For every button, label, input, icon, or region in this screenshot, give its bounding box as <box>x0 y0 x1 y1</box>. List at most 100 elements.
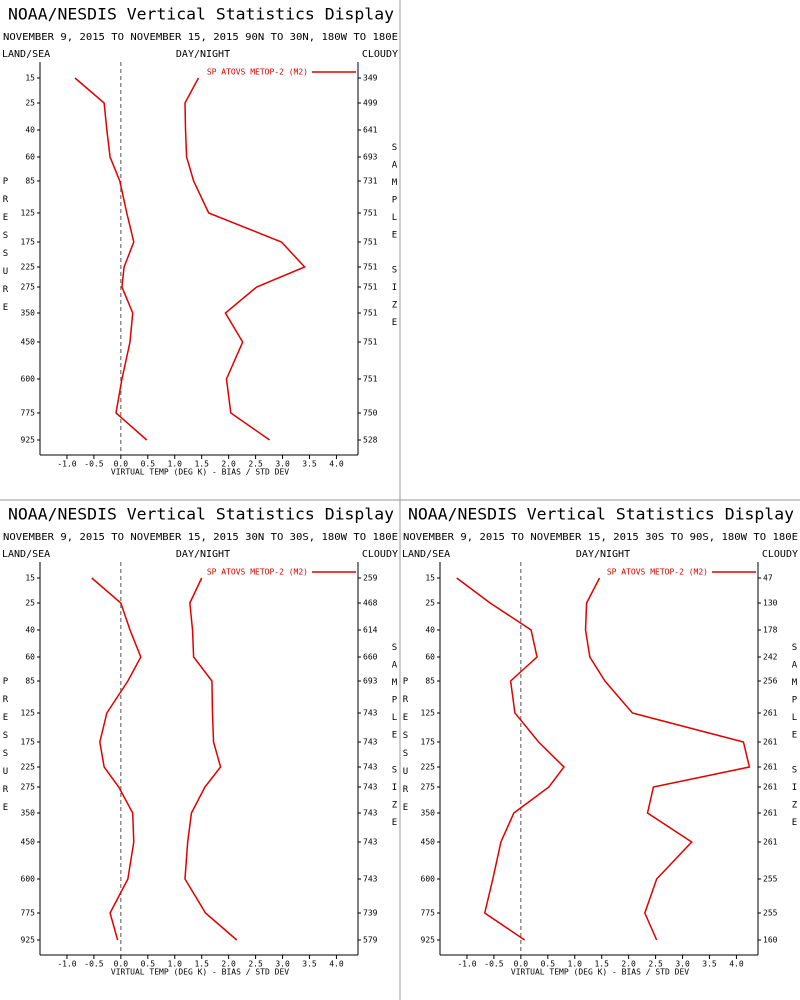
y-tick-label: 925 <box>21 436 36 445</box>
x-tick-label: 1.0 <box>168 460 183 469</box>
y2-axis-label: SAMPLE SIZE <box>390 643 400 836</box>
x-tick-label: -1.0 <box>457 960 476 969</box>
x-tick-label: 0.0 <box>114 460 129 469</box>
y-tick-label: 775 <box>21 409 36 418</box>
y2-axis-label: SAMPLE SIZE <box>390 143 400 336</box>
x-tick-label: 3.0 <box>675 960 690 969</box>
x-tick-label: 1.5 <box>194 460 209 469</box>
sample-size-label: 743 <box>363 838 378 847</box>
sample-size-label: 751 <box>363 283 378 292</box>
y-tick-label: 15 <box>25 74 35 83</box>
y-tick-label: 175 <box>421 738 436 747</box>
series-line <box>74 77 148 441</box>
x-tick-label: 1.0 <box>568 960 583 969</box>
x-tick-label: 0.5 <box>541 960 556 969</box>
y-tick-label: 925 <box>421 936 436 945</box>
y-axis-label: PRESSURE <box>1 177 11 321</box>
header-label: CLOUDY <box>762 549 798 560</box>
x-tick-label: 2.0 <box>221 460 236 469</box>
header-label: DAY/NIGHT <box>176 549 230 560</box>
sample-size-label: 261 <box>763 709 778 718</box>
y-tick-label: 60 <box>425 653 435 662</box>
y-tick-label: 60 <box>25 653 35 662</box>
chart-title: NOAA/NESDIS Vertical Statistics Display <box>8 505 394 524</box>
series-line <box>184 77 306 441</box>
sample-size-label: 750 <box>363 409 378 418</box>
y-tick-label: 600 <box>21 875 36 884</box>
sample-size-label: 259 <box>363 574 378 583</box>
sample-size-label: 178 <box>763 626 778 635</box>
sample-size-label: 130 <box>763 599 778 608</box>
y-tick-label: 175 <box>21 238 36 247</box>
chart-title: NOAA/NESDIS Vertical Statistics Display <box>8 5 394 24</box>
sample-size-label: 743 <box>363 709 378 718</box>
y-tick-label: 350 <box>21 309 36 318</box>
sample-size-label: 751 <box>363 375 378 384</box>
sample-size-label: 47 <box>763 574 773 583</box>
x-tick-label: 2.0 <box>221 960 236 969</box>
header-label: CLOUDY <box>362 549 398 560</box>
sample-size-label: 731 <box>363 177 378 186</box>
sample-size-label: 468 <box>363 599 378 608</box>
x-tick-label: 3.0 <box>275 460 290 469</box>
y-tick-label: 125 <box>421 709 436 718</box>
sample-size-label: 743 <box>363 738 378 747</box>
sample-size-label: 743 <box>363 809 378 818</box>
sample-size-label: 256 <box>763 677 778 686</box>
sample-size-label: 499 <box>363 99 378 108</box>
sample-size-label: 743 <box>363 763 378 772</box>
sample-size-label: 743 <box>363 875 378 884</box>
header-label: LAND/SEA <box>2 549 50 560</box>
sample-size-label: 160 <box>763 936 778 945</box>
y-tick-label: 925 <box>21 936 36 945</box>
header-label: LAND/SEA <box>402 549 450 560</box>
y-tick-label: 60 <box>25 153 35 162</box>
y-tick-label: 450 <box>21 838 36 847</box>
x-tick-label: 1.5 <box>194 960 209 969</box>
y-tick-label: 225 <box>21 763 36 772</box>
sample-size-label: 255 <box>763 909 778 918</box>
y-tick-label: 275 <box>21 283 36 292</box>
y-tick-label: 775 <box>21 909 36 918</box>
sample-size-label: 693 <box>363 677 378 686</box>
y-tick-label: 775 <box>421 909 436 918</box>
sample-size-label: 261 <box>763 838 778 847</box>
x-tick-label: 4.0 <box>329 960 344 969</box>
sample-size-label: 739 <box>363 909 378 918</box>
y-tick-label: 85 <box>425 677 435 686</box>
header-label: CLOUDY <box>362 49 398 60</box>
series-line <box>91 577 142 941</box>
sample-size-label: 614 <box>363 626 378 635</box>
y-tick-label: 350 <box>421 809 436 818</box>
y-tick-label: 25 <box>25 99 35 108</box>
y-tick-label: 600 <box>421 875 436 884</box>
sample-size-label: 751 <box>363 238 378 247</box>
legend-label: SP ATOVS METOP-2 (M2) <box>207 568 308 577</box>
y-tick-label: 450 <box>21 338 36 347</box>
x-tick-label: 3.5 <box>302 460 317 469</box>
series-line <box>184 577 238 941</box>
x-tick-label: 3.5 <box>302 960 317 969</box>
y-tick-label: 350 <box>21 809 36 818</box>
chart-subtitle: NOVEMBER 9, 2015 TO NOVEMBER 15, 2015 30… <box>403 532 798 543</box>
x-tick-label: 0.5 <box>141 960 156 969</box>
y-tick-label: 125 <box>21 709 36 718</box>
chart-subtitle: NOVEMBER 9, 2015 TO NOVEMBER 15, 2015 90… <box>3 32 398 43</box>
y-tick-label: 450 <box>421 838 436 847</box>
sample-size-label: 751 <box>363 263 378 272</box>
y-axis-label: PRESSURE <box>401 677 411 821</box>
y-tick-label: 275 <box>421 783 436 792</box>
sample-size-label: 261 <box>763 783 778 792</box>
x-tick-label: 3.5 <box>702 960 717 969</box>
y-tick-label: 40 <box>25 626 35 635</box>
sample-size-label: 743 <box>363 783 378 792</box>
y-axis-label: PRESSURE <box>1 677 11 821</box>
x-tick-label: 0.0 <box>114 960 129 969</box>
sample-size-label: 751 <box>363 209 378 218</box>
sample-size-label: 242 <box>763 653 778 662</box>
sample-size-label: 579 <box>363 936 378 945</box>
sample-size-label: 660 <box>363 653 378 662</box>
y-tick-label: 15 <box>25 574 35 583</box>
y-tick-label: 15 <box>425 574 435 583</box>
sample-size-label: 693 <box>363 153 378 162</box>
